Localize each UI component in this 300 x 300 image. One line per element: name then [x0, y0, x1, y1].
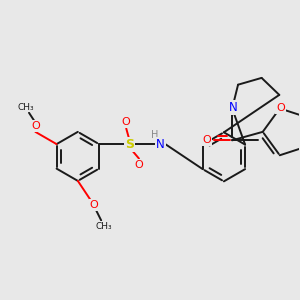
Text: CH₃: CH₃	[96, 222, 112, 231]
Text: S: S	[125, 138, 134, 151]
Text: H: H	[152, 130, 159, 140]
Text: CH₃: CH₃	[18, 103, 34, 112]
Text: O: O	[276, 103, 285, 113]
Text: N: N	[229, 101, 238, 114]
Text: O: O	[202, 135, 211, 145]
Text: N: N	[156, 138, 165, 151]
Text: O: O	[90, 200, 98, 210]
Text: O: O	[122, 117, 130, 127]
Text: O: O	[135, 160, 143, 170]
Text: O: O	[31, 121, 40, 131]
